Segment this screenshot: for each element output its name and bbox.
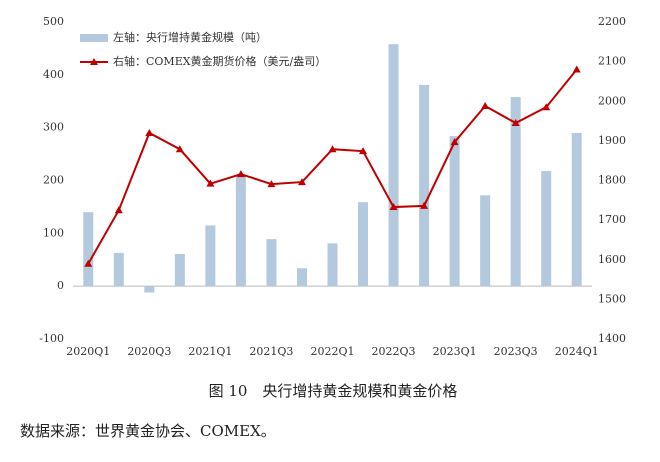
- y-tick-label: 200: [43, 174, 64, 187]
- caption: 图 10 央行增持黄金规模和黄金价格: [209, 382, 458, 400]
- y-tick-label: 300: [43, 121, 64, 134]
- y-tick-label: 0: [57, 279, 64, 292]
- bar: [205, 225, 216, 287]
- marker: [84, 259, 93, 267]
- x-tick-label: 2022Q3: [372, 345, 416, 358]
- y2-tick-label: 1800: [598, 174, 626, 187]
- bar: [571, 132, 582, 287]
- bar: [358, 202, 369, 287]
- bar: [144, 286, 155, 293]
- y2-tick-label: 1500: [598, 292, 626, 305]
- y2-tick-label: 2000: [598, 94, 626, 107]
- marker: [206, 179, 215, 187]
- x-tick-label: 2024Q1: [555, 345, 599, 358]
- y-tick-label: -100: [39, 332, 64, 345]
- bar: [327, 243, 338, 287]
- marker: [145, 128, 154, 136]
- y-tick-label: 400: [43, 68, 64, 81]
- legend-label: 右轴：COMEX黄金期货价格（美元/盎司）: [113, 54, 326, 68]
- legend-marker: [90, 58, 98, 65]
- x-tick-label: 2022Q1: [310, 345, 354, 358]
- marker: [267, 180, 276, 188]
- x-tick-label: 2023Q1: [433, 345, 477, 358]
- bar: [235, 175, 246, 287]
- marker: [297, 178, 306, 186]
- legend-label: 左轴：央行增持黄金规模（吨）: [113, 30, 267, 44]
- marker: [542, 103, 551, 111]
- marker: [114, 206, 123, 214]
- x-tick-label: 2021Q1: [188, 345, 232, 358]
- bar: [174, 253, 185, 287]
- marker: [328, 145, 337, 153]
- bar: [113, 252, 124, 287]
- bar: [449, 136, 460, 287]
- y-tick-label: 100: [43, 226, 64, 239]
- marker: [420, 201, 429, 209]
- legend-swatch: [80, 34, 108, 42]
- y-tick-label: 500: [43, 15, 64, 28]
- bar: [83, 212, 94, 287]
- y2-tick-label: 2100: [598, 55, 626, 68]
- y2-tick-label: 1700: [598, 213, 626, 226]
- x-tick-label: 2020Q3: [127, 345, 171, 358]
- x-tick-label: 2020Q1: [66, 345, 110, 358]
- x-tick-label: 2021Q3: [249, 345, 293, 358]
- y2-tick-label: 1600: [598, 253, 626, 266]
- marker: [511, 119, 520, 127]
- source: 数据来源：世界黄金协会、COMEX。: [20, 422, 276, 440]
- marker: [572, 65, 581, 73]
- bar: [480, 195, 491, 287]
- marker: [389, 203, 398, 211]
- y2-tick-label: 2200: [598, 15, 626, 28]
- marker: [236, 170, 245, 178]
- bar: [266, 239, 277, 287]
- marker: [481, 102, 490, 110]
- marker: [175, 145, 184, 153]
- bar: [388, 44, 399, 287]
- line: [87, 68, 578, 265]
- bar: [296, 268, 307, 287]
- marker: [450, 138, 459, 146]
- marker: [359, 147, 368, 155]
- x-tick-label: 2023Q3: [494, 345, 538, 358]
- bar: [419, 84, 430, 287]
- bar: [510, 97, 521, 287]
- y2-tick-label: 1400: [598, 332, 626, 345]
- bar: [541, 170, 552, 287]
- y2-tick-label: 1900: [598, 134, 626, 147]
